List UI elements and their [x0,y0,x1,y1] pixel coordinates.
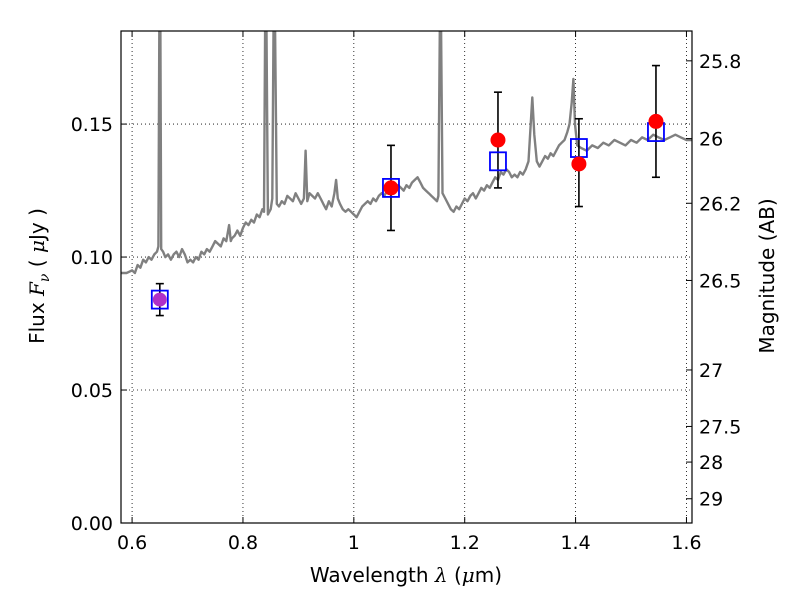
x-tick-label: 1.4 [560,532,590,554]
y-axis-title: Flux Fν ( μJy ) [25,208,53,344]
mag-tick-label: 27 [699,360,723,382]
photometry-points [150,113,665,310]
x-tick-label: 1.2 [450,532,480,554]
y-axis-ticks: 0.00 0.05 0.10 0.15 [71,114,127,535]
plot-frame [120,30,693,524]
model-spectrum [121,31,692,275]
model-photometry-square [489,151,507,172]
mag-tick-label: 26 [699,129,723,151]
observed-point-blended [152,292,167,307]
mag-tick-label: 26.5 [699,270,741,292]
mag-tick-label: 28 [699,452,723,474]
observed-point [490,132,506,148]
observed-point [648,113,664,129]
x-tick-label: 0.8 [228,532,258,554]
mag-tick-label: 26.2 [699,193,741,215]
model-photometry-square [150,289,169,310]
y-tick-label: 0.00 [71,513,113,535]
x-axis-title: Wavelength λ (μm) [310,563,502,587]
y-tick-label: 0.05 [71,380,113,402]
right-axis-title: Magnitude (AB) [755,198,779,353]
model-spectrum-line [121,31,692,275]
mag-tick-label: 25.8 [699,51,741,73]
error-bars [155,64,660,317]
mag-tick-label: 29 [699,489,723,511]
grid-lines [121,31,692,524]
mag-tick-label: 27.5 [699,416,741,438]
magnitude-axis-ticks: 25.8 26 26.2 26.5 27 27.5 28 29 [686,51,741,511]
y-tick-label: 0.15 [71,114,113,136]
model-photometry-square [382,178,400,198]
observed-point [383,180,399,196]
x-tick-label: 0.6 [117,532,147,554]
y-tick-label: 0.10 [71,247,113,269]
x-tick-label: 1 [348,532,360,554]
x-tick-label: 1.6 [671,532,701,554]
observed-point [571,156,587,172]
x-axis-ticks: 0.6 0.8 1 1.2 1.4 1.6 [117,31,702,554]
